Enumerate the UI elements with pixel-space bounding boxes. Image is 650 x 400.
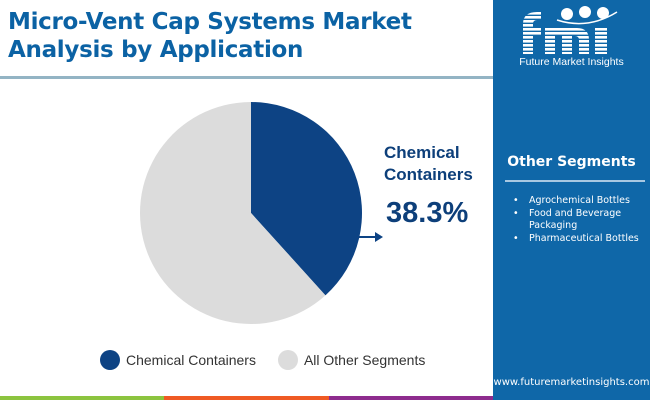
bar-orange bbox=[164, 396, 329, 400]
chart-legend: Chemical Containers All Other Segments bbox=[100, 350, 447, 370]
legend-label: All Other Segments bbox=[303, 352, 426, 368]
bar-green bbox=[0, 396, 165, 400]
title-divider bbox=[0, 76, 493, 79]
legend-item-chemical-containers[interactable]: Chemical Containers bbox=[100, 350, 256, 370]
legend-swatch-all-other-segments bbox=[277, 350, 298, 370]
pie-slice-all-other-segments[interactable] bbox=[140, 102, 326, 324]
callout-arrow-icon bbox=[345, 232, 383, 242]
page-title: Micro-Vent Cap Systems Market Analysis b… bbox=[8, 8, 488, 64]
bottom-color-bar bbox=[0, 396, 493, 400]
side-panel: Future Market Insights Other Segments Ag… bbox=[493, 0, 650, 400]
callout-label-line-1: Chemical bbox=[384, 143, 460, 162]
legend-label: Chemical Containers bbox=[126, 352, 256, 368]
fmi-logo-icon bbox=[523, 6, 618, 54]
bar-purple bbox=[328, 396, 493, 400]
pie-chart-area bbox=[0, 80, 493, 392]
brand-name: Future Market Insights bbox=[519, 56, 624, 68]
legend-item-all-other-segments[interactable]: All Other Segments bbox=[277, 350, 426, 370]
pie-slice-chemical-containers[interactable] bbox=[251, 102, 363, 296]
segment-item: Food and Beverage Packaging bbox=[513, 208, 645, 233]
segment-item: Pharmaceutical Bottles bbox=[513, 233, 645, 246]
title-line-1: Micro-Vent Cap Systems Market bbox=[8, 9, 412, 35]
segment-item: Agrochemical Bottles bbox=[513, 195, 645, 208]
callout-value: 38.3% bbox=[386, 197, 469, 229]
callout-label-line-2: Containers bbox=[384, 165, 473, 184]
other-segments-list: Agrochemical Bottles Food and Beverage P… bbox=[513, 195, 645, 245]
callout-label: Chemical Containers bbox=[384, 142, 473, 186]
title-line-2: Analysis by Application bbox=[8, 37, 304, 63]
website-link[interactable]: www.futuremarketinsights.com bbox=[493, 377, 650, 388]
other-segments-divider bbox=[505, 180, 645, 182]
other-segments-title: Other Segments bbox=[507, 154, 636, 170]
pie-chart bbox=[140, 102, 363, 324]
legend-swatch-chemical-containers bbox=[100, 350, 120, 370]
